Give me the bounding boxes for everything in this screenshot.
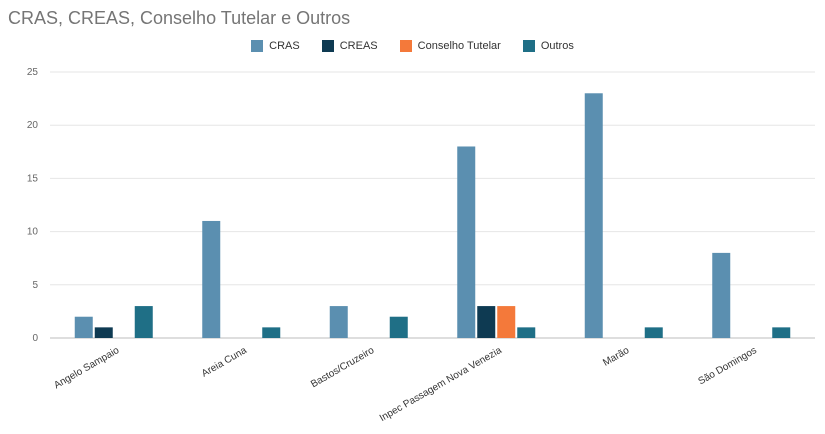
legend-item: Conselho Tutelar: [399, 40, 501, 52]
legend-label: Conselho Tutelar: [417, 40, 501, 52]
y-tick-label: 0: [32, 333, 38, 344]
legend-item: CRAS: [251, 40, 300, 52]
chart-title: CRAS, CREAS, Conselho Tutelar e Outros: [8, 8, 351, 28]
bar: [517, 327, 536, 338]
bar: [94, 327, 113, 338]
y-tick-label: 20: [27, 120, 39, 131]
x-tick-label: Marão: [601, 345, 631, 369]
bar: [262, 327, 281, 338]
legend-label: CREAS: [339, 40, 378, 52]
x-tick-label: Areia Cuna: [200, 345, 249, 380]
bar: [477, 306, 496, 338]
x-tick-label: Inpec Passagem Nova Venezia: [378, 345, 504, 424]
y-tick-label: 25: [27, 67, 39, 78]
y-tick-label: 15: [27, 173, 39, 184]
legend-swatch: [522, 40, 535, 52]
legend-swatch: [399, 40, 412, 52]
x-tick-label: Bastos/Cruzeiro: [309, 345, 376, 390]
chart-legend: CRAS CREAS Conselho Tutelar Outros: [0, 40, 825, 52]
bar: [644, 327, 663, 338]
bar: [712, 252, 731, 338]
legend-label: Outros: [540, 40, 574, 52]
bar: [772, 327, 791, 338]
bar: [584, 93, 603, 338]
legend-label: CRAS: [269, 40, 300, 52]
legend-item: Outros: [522, 40, 574, 52]
legend-swatch: [321, 40, 334, 52]
y-tick-label: 10: [27, 227, 39, 238]
bar: [497, 306, 516, 338]
bar: [457, 146, 476, 338]
bar: [202, 220, 221, 338]
y-tick-label: 5: [32, 280, 38, 291]
bar: [389, 316, 408, 338]
x-tick-label: São Domingos: [696, 345, 758, 387]
bar: [134, 306, 153, 338]
legend-swatch: [251, 40, 264, 52]
x-tick-label: Angelo Sampaio: [52, 345, 121, 391]
bar: [329, 306, 348, 338]
bar: [74, 316, 93, 338]
legend-item: CREAS: [321, 40, 378, 52]
